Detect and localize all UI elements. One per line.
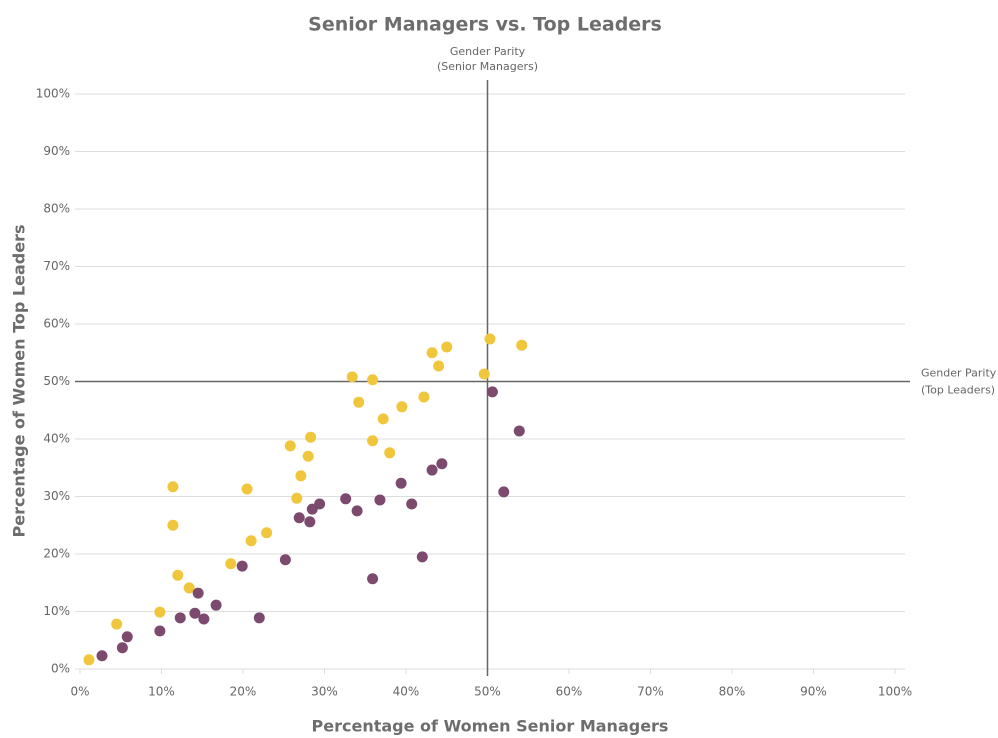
reference-label: Gender Parity [450, 45, 526, 58]
point [374, 494, 386, 506]
point [279, 554, 291, 566]
y-tick-label: 60% [43, 317, 70, 331]
point [367, 374, 379, 386]
reference-label: Gender Parity [921, 367, 997, 380]
x-tick-label: 10% [148, 685, 175, 699]
point [167, 519, 179, 531]
point [111, 618, 123, 630]
x-tick-label: 30% [311, 685, 338, 699]
point [154, 606, 166, 618]
x-tick-label: 0% [70, 685, 89, 699]
point [241, 483, 253, 495]
point [291, 492, 303, 504]
point [116, 642, 128, 654]
point [418, 391, 430, 403]
x-tick-label: 50% [474, 685, 501, 699]
point [154, 625, 166, 637]
point [210, 599, 222, 611]
point [436, 458, 448, 470]
x-tick-label: 20% [230, 685, 257, 699]
point [198, 613, 210, 625]
point [498, 486, 510, 498]
y-tick-label: 100% [36, 87, 70, 101]
point [172, 569, 184, 581]
point [236, 560, 248, 572]
point [192, 587, 204, 599]
point [426, 464, 438, 476]
point [302, 450, 314, 462]
point [253, 612, 265, 624]
point [346, 371, 358, 383]
chart-title: Senior Managers vs. Top Leaders [308, 14, 662, 36]
point [261, 527, 273, 539]
point [351, 505, 363, 517]
point [245, 535, 257, 547]
y-tick-label: 90% [43, 144, 70, 158]
point [189, 607, 201, 619]
point [304, 516, 316, 528]
x-tick-label: 60% [556, 685, 583, 699]
point [484, 333, 496, 345]
point [314, 498, 326, 510]
point [353, 396, 365, 408]
point [416, 551, 428, 563]
x-tick-label: 40% [393, 685, 420, 699]
point [406, 498, 418, 510]
point [433, 360, 445, 372]
point [293, 512, 305, 524]
y-tick-label: 0% [51, 662, 70, 676]
point [516, 339, 528, 351]
point [284, 440, 296, 452]
y-tick-label: 40% [43, 432, 70, 446]
x-tick-label: 80% [719, 685, 746, 699]
point [377, 413, 389, 425]
y-tick-label: 80% [43, 202, 70, 216]
point [486, 386, 498, 398]
point [96, 650, 108, 662]
point [513, 425, 525, 437]
reference-label: (Top Leaders) [921, 384, 995, 397]
point [340, 493, 352, 505]
point [225, 558, 237, 570]
point [174, 612, 186, 624]
y-axis-title: Percentage of Women Top Leaders [10, 225, 29, 538]
point [121, 631, 133, 643]
point [396, 401, 408, 413]
point [167, 481, 179, 493]
point [295, 470, 307, 482]
reference-label: (Senior Managers) [437, 60, 538, 73]
point [478, 368, 490, 380]
point [305, 431, 317, 443]
y-tick-label: 70% [43, 259, 70, 273]
point [83, 654, 95, 666]
point [367, 435, 379, 447]
point [183, 582, 195, 594]
point [426, 347, 438, 359]
y-tick-label: 30% [43, 489, 70, 503]
x-tick-label: 100% [878, 685, 912, 699]
point [384, 447, 396, 459]
x-tick-label: 90% [800, 685, 827, 699]
y-tick-label: 20% [43, 547, 70, 561]
y-tick-label: 10% [43, 604, 70, 618]
x-tick-label: 70% [637, 685, 664, 699]
point [441, 341, 453, 353]
y-tick-label: 50% [43, 374, 70, 388]
point [367, 573, 379, 585]
point [395, 477, 407, 489]
x-axis-title: Percentage of Women Senior Managers [312, 717, 669, 736]
